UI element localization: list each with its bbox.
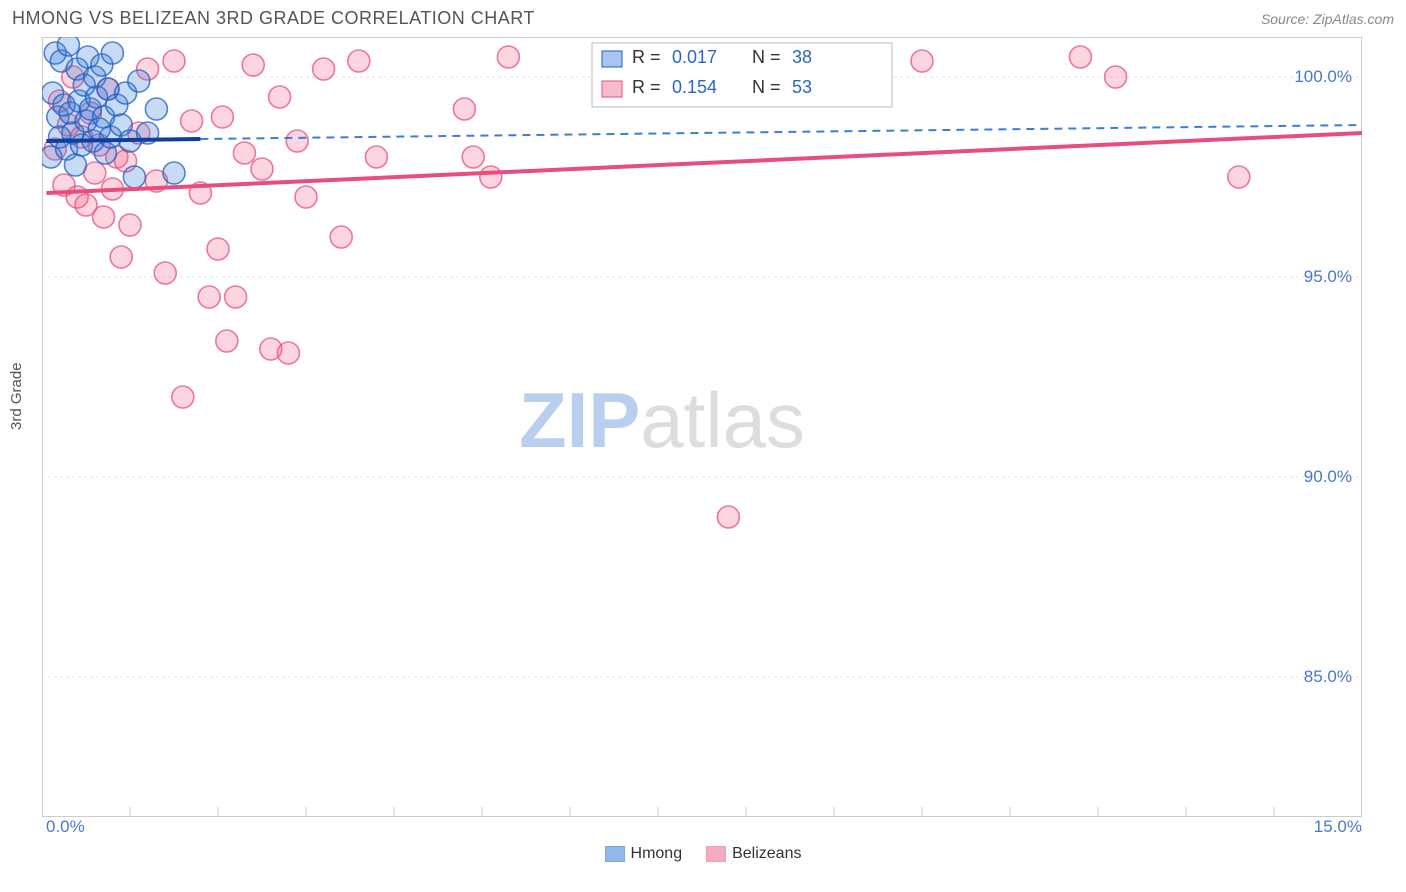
belizeans-point (480, 166, 502, 188)
belizeans-point (330, 226, 352, 248)
belizeans-point (365, 146, 387, 168)
hmong-point (57, 37, 79, 56)
swatch-hmong (605, 846, 625, 862)
svg-text:85.0%: 85.0% (1304, 667, 1352, 686)
belizeans-point (172, 386, 194, 408)
belizeans-point (242, 54, 264, 76)
belizeans-point (211, 106, 233, 128)
svg-text:53: 53 (792, 77, 812, 97)
belizeans-point (1228, 166, 1250, 188)
svg-text:95.0%: 95.0% (1304, 267, 1352, 286)
svg-text:R =: R = (632, 77, 661, 97)
y-axis-label: 3rd Grade (8, 362, 25, 430)
belizeans-point (911, 50, 933, 72)
hmong-point (101, 42, 123, 64)
hmong-point (64, 154, 86, 176)
belizeans-point (462, 146, 484, 168)
svg-text:38: 38 (792, 47, 812, 67)
x-axis-min: 0.0% (46, 817, 85, 837)
belizeans-point (313, 58, 335, 80)
legend-footer: Hmong Belizeans (0, 845, 1406, 863)
belizeans-point (207, 238, 229, 260)
x-axis-max: 15.0% (1314, 817, 1362, 837)
svg-text:100.0%: 100.0% (1294, 67, 1352, 86)
hmong-point (145, 98, 167, 120)
belizeans-point (110, 246, 132, 268)
hmong-point (123, 166, 145, 188)
legend-label-belizeans: Belizeans (732, 845, 801, 863)
belizeans-point (295, 186, 317, 208)
belizeans-point (154, 262, 176, 284)
swatch-belizeans (706, 846, 726, 862)
svg-text:N =: N = (752, 47, 781, 67)
legend-label-hmong: Hmong (631, 845, 683, 863)
svg-text:0.154: 0.154 (672, 77, 717, 97)
hmong-trend (46, 139, 200, 141)
belizeans-point (251, 158, 273, 180)
belizeans-point (348, 50, 370, 72)
belizeans-point (225, 286, 247, 308)
belizeans-point (717, 506, 739, 528)
belizeans-point (269, 86, 291, 108)
belizeans-point (277, 342, 299, 364)
svg-text:90.0%: 90.0% (1304, 467, 1352, 486)
hmong-point (128, 70, 150, 92)
belizeans-point (198, 286, 220, 308)
belizeans-point (119, 214, 141, 236)
belizeans-point (1069, 46, 1091, 68)
svg-text:R =: R = (632, 47, 661, 67)
svg-text:ZIPatlas: ZIPatlas (519, 376, 805, 464)
legend-item-belizeans: Belizeans (706, 845, 801, 863)
belizeans-point (216, 330, 238, 352)
hmong-point (163, 162, 185, 184)
stats-swatch-belizeans (602, 81, 622, 97)
belizeans-point (181, 110, 203, 132)
scatter-plot-svg: 85.0% 90.0% 95.0% 100.0% ZIPatlas R = 0.017 N =… (42, 37, 1362, 817)
source-label: Source: ZipAtlas.com (1261, 11, 1394, 27)
svg-text:N =: N = (752, 77, 781, 97)
chart-area: 85.0% 90.0% 95.0% 100.0% ZIPatlas R = 0.017 N =… (42, 37, 1406, 817)
belizeans-point (453, 98, 475, 120)
belizeans-point (1105, 66, 1127, 88)
belizeans-point (93, 206, 115, 228)
belizeans-point (233, 142, 255, 164)
legend-item-hmong: Hmong (605, 845, 683, 863)
belizeans-point (163, 50, 185, 72)
svg-text:0.017: 0.017 (672, 47, 717, 67)
belizeans-point (497, 46, 519, 68)
stats-swatch-hmong (602, 51, 622, 67)
belizeans-point (286, 130, 308, 152)
chart-title: HMONG VS BELIZEAN 3RD GRADE CORRELATION … (12, 8, 535, 29)
